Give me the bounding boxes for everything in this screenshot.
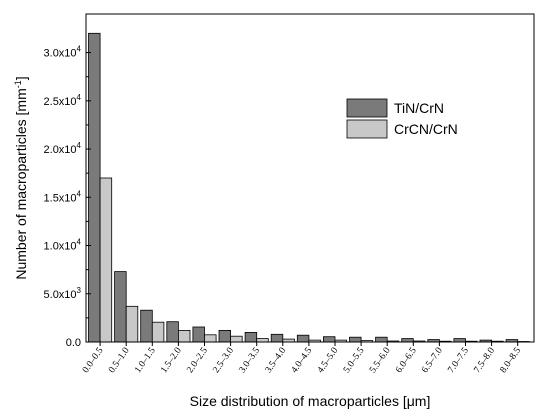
y-tick-label-2: 1.0x104 <box>44 238 82 253</box>
bar-tin-crn-8 <box>296 334 310 343</box>
bar-tin-crn-3 <box>166 321 179 343</box>
bar-crcn-crn-3 <box>177 329 191 343</box>
y-tick-label-5: 2.5x104 <box>44 93 82 108</box>
legend-swatch-crcn-crn <box>346 119 388 139</box>
x-tick-label-6: 3.0–3.5 <box>238 346 263 375</box>
bar-tin-crn-14 <box>453 338 466 343</box>
x-tick-label-7: 3.5–4.0 <box>264 346 289 375</box>
x-tick-label-16: 8.0–8.5 <box>499 346 524 375</box>
y-tick-label-1: 5.0x103 <box>44 286 82 301</box>
legend-label-crcn-crn: CrCN/CrN <box>394 121 458 137</box>
y-tick-label-6: 3.0x104 <box>44 45 82 60</box>
x-tick-label-8: 4.0–4.5 <box>290 346 315 375</box>
x-tick-label-0: 0.0–0.5 <box>81 346 106 375</box>
x-tick-label-15: 7.5–8.0 <box>473 346 498 375</box>
bar-crcn-crn-2 <box>151 321 165 343</box>
x-tick-label-10: 5.0–5.5 <box>342 346 367 375</box>
bars-group <box>88 32 530 343</box>
bar-tin-crn-12 <box>401 338 414 343</box>
bar-tin-crn-7 <box>270 333 284 343</box>
x-tick-label-3: 1.5–2.0 <box>159 346 184 375</box>
x-axis-title: Size distribution of macroparticles [μm] <box>190 393 431 409</box>
x-tick-label-12: 6.0–6.5 <box>394 346 419 375</box>
bar-tin-crn-6 <box>244 331 258 343</box>
bar-tin-crn-10 <box>349 336 362 343</box>
legend: TiN/CrN CrCN/CrN <box>346 98 458 139</box>
x-tick-label-9: 4.5–5.0 <box>316 346 341 375</box>
bar-tin-crn-11 <box>375 336 388 343</box>
legend-swatch-tin-crn <box>346 98 388 118</box>
x-tick-label-1: 0.5–1.0 <box>107 346 132 375</box>
bar-crcn-crn-0 <box>99 177 113 343</box>
legend-label-tin-crn: TiN/CrN <box>394 100 444 116</box>
x-tick-label-5: 2.5–3.0 <box>212 346 237 375</box>
bar-crcn-crn-4 <box>204 334 217 343</box>
bar-crcn-crn-6 <box>256 338 269 343</box>
bar-tin-crn-5 <box>218 329 232 343</box>
bar-tin-crn-2 <box>140 309 153 343</box>
bar-tin-crn-0 <box>88 32 101 343</box>
x-tick-label-4: 2.0–2.5 <box>185 346 210 375</box>
x-axis: 0.0–0.5 0.5–1.0 1.0–1.5 1.5–2.0 2.0–2.5 2.5–3… <box>81 342 523 375</box>
x-tick-label-14: 7.0–7.5 <box>446 346 471 375</box>
bar-tin-crn-4 <box>192 326 205 343</box>
y-axis: 0.0 5.0x103 1.0x104 1.5x104 2.0x104 2.5x104 3.… <box>44 45 91 349</box>
x-tick-label-2: 1.0–1.5 <box>133 346 158 375</box>
y-axis-title: Number of macroparticles [mm-1] <box>13 76 29 279</box>
bar-tin-crn-9 <box>322 336 336 343</box>
y-tick-label-0: 0.0 <box>66 337 81 349</box>
plot-frame <box>85 13 535 343</box>
y-tick-label-4: 2.0x104 <box>44 141 82 156</box>
bar-crcn-crn-1 <box>125 305 139 343</box>
x-tick-label-11: 5.5–6.0 <box>368 346 393 375</box>
x-tick-label-13: 6.5–7.0 <box>420 346 445 375</box>
y-tick-label-3: 1.5x104 <box>44 189 82 204</box>
bar-tin-crn-1 <box>114 271 127 343</box>
bar-crcn-crn-5 <box>230 335 243 343</box>
